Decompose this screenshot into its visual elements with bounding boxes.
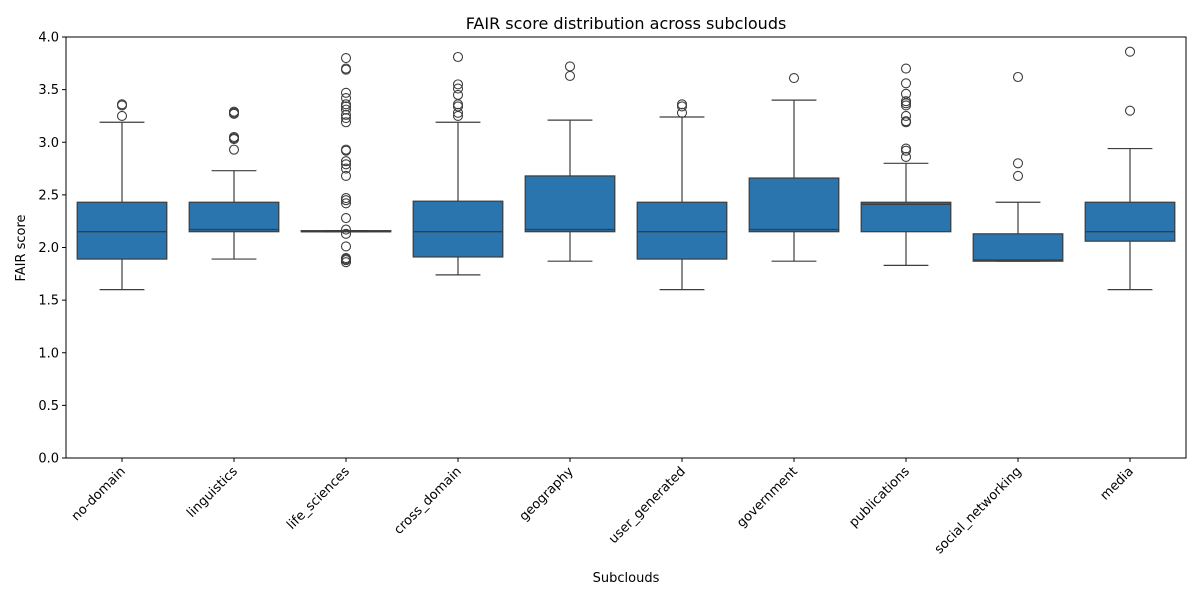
outlier-point [340, 241, 352, 252]
y-tick-label: 0.5 [38, 399, 59, 414]
outlier-point [1012, 71, 1024, 83]
outlier-point [340, 212, 352, 224]
outlier-point [340, 117, 352, 128]
outlier-point [452, 89, 464, 100]
outlier-point [340, 156, 352, 167]
x-axis-label: Subclouds [593, 571, 660, 586]
outlier-point [900, 151, 912, 163]
box-group-linguistics [188, 106, 280, 260]
outlier-point [340, 92, 352, 104]
outlier-point [788, 72, 800, 84]
outlier-point [564, 70, 576, 81]
outlier-point [900, 145, 912, 156]
outlier-point [340, 192, 352, 204]
outlier-point [340, 163, 352, 174]
box-group-geography [524, 61, 616, 262]
y-tick-label: 3.5 [38, 83, 59, 98]
iqr-box [76, 201, 168, 260]
outlier-point [900, 78, 912, 89]
y-tick-label: 2.0 [38, 241, 59, 256]
x-tick-label: user_generated [606, 464, 689, 547]
x-tick-label: cross_domain [391, 464, 464, 537]
outlier-point [340, 170, 352, 181]
outlier-point [340, 112, 352, 124]
iqr-box [636, 201, 728, 260]
y-tick-label: 4.0 [38, 31, 59, 46]
outlier-point [676, 107, 688, 118]
box-group-government [748, 72, 840, 262]
outlier-point [452, 79, 464, 90]
outlier-point [676, 99, 688, 110]
outlier-point [116, 110, 128, 121]
outlier-point [452, 101, 464, 112]
outlier-point [340, 109, 352, 120]
plot-area: 0.0 0.5 1.0 1.5 2.0 2.5 3.0 3.5 4.0 no-domain ling… [38, 31, 1176, 557]
y-tick-label: 3.0 [38, 136, 59, 151]
x-tick-label: social_networking [932, 464, 1025, 557]
outlier-point [900, 96, 912, 107]
outlier-point [452, 99, 464, 110]
outlier-point [116, 99, 128, 110]
outlier-point [452, 107, 464, 118]
outlier-point [1124, 46, 1136, 57]
plot-frame [65, 36, 1187, 459]
outlier-point [1012, 158, 1024, 169]
outlier-point [340, 104, 352, 115]
iqr-box [412, 200, 504, 258]
iqr-box [188, 201, 280, 233]
outlier-point [340, 228, 352, 239]
x-tick-label: linguistics [184, 464, 241, 521]
iqr-box [1084, 201, 1176, 242]
outlier-point [900, 98, 912, 109]
box-group-no-domain [76, 99, 168, 291]
outlier-point [900, 143, 912, 154]
outlier-point [452, 51, 464, 63]
box-group-media [1084, 46, 1176, 291]
box-group-publications [860, 63, 952, 266]
outlier-point [900, 88, 912, 99]
iqr-box [860, 201, 952, 233]
outlier-point [1124, 105, 1136, 116]
box-group-social_networking [972, 71, 1064, 262]
x-tick-label: life_sciences [284, 464, 353, 533]
outlier-point [340, 224, 352, 235]
y-tick-label: 1.0 [38, 346, 59, 361]
box-group-life_sciences [300, 52, 392, 268]
outlier-point [900, 110, 912, 121]
outlier-point [228, 131, 240, 143]
outlier-point [340, 159, 352, 170]
x-tick-label: geography [517, 464, 577, 524]
outlier-point [340, 198, 352, 209]
x-tick-label: government [734, 464, 801, 531]
iqr-box [748, 177, 840, 233]
iqr-box [972, 233, 1064, 262]
outlier-point [228, 144, 240, 155]
x-tick-label: no-domain [69, 464, 129, 524]
outlier-point [340, 99, 352, 110]
outlier-point [900, 63, 912, 74]
y-axis-label: FAIR score [14, 214, 29, 281]
outlier-point [564, 61, 576, 72]
y-tick-label: 0.0 [38, 452, 59, 467]
outlier-point [228, 106, 240, 117]
outlier-point [340, 52, 352, 64]
box-group-user_generated [636, 99, 728, 291]
outlier-point [340, 144, 352, 155]
outlier-point [340, 252, 352, 264]
outlier-point [900, 116, 912, 127]
x-tick-label: media [1098, 464, 1137, 503]
iqr-box [524, 175, 616, 233]
box-group-cross_domain [412, 51, 504, 276]
outlier-point [452, 83, 464, 94]
chart-title: FAIR score distribution across subclouds [466, 14, 787, 33]
outlier-point [676, 101, 688, 112]
outlier-point [1012, 170, 1024, 181]
y-tick-label: 2.5 [38, 188, 59, 203]
x-tick-label: publications [847, 464, 913, 530]
outlier-point [340, 87, 352, 98]
outlier-point [340, 63, 352, 74]
y-tick-label: 1.5 [38, 294, 59, 309]
